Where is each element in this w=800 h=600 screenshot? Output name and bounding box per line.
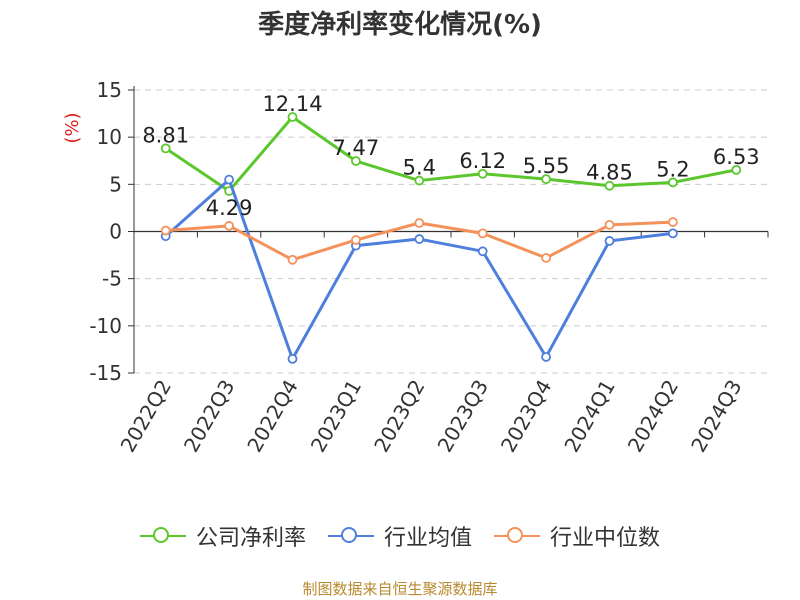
data-label: 6.12	[459, 149, 506, 173]
data-label: 5.4	[403, 156, 436, 180]
x-tick-label: 2022Q4	[242, 376, 302, 457]
legend-item-industry-median[interactable]: 行业中位数	[494, 520, 660, 552]
data-point-1	[287, 353, 298, 364]
y-tick-label: 0	[109, 220, 122, 244]
data-point-2	[541, 253, 551, 263]
data-labels: 8.81 4.29 12.14 7.47 5.4 6.12 5.55 4.85 5.2 6.53	[142, 92, 759, 220]
legend-label-industry-median: 行业中位数	[550, 526, 661, 551]
legend-item-company[interactable]: 公司净利率	[139, 520, 306, 552]
legend-item-industry-mean[interactable]: 行业均值	[327, 520, 472, 552]
x-tick-label: 2024Q2	[623, 376, 683, 457]
legend-marker-company	[139, 525, 186, 547]
data-label: 4.85	[586, 161, 633, 185]
data-point-0	[477, 168, 488, 179]
data-point-0	[604, 180, 615, 191]
chart-title: 季度净利率变化情况(%)	[258, 10, 542, 40]
data-point-0	[287, 112, 298, 122]
data-label: 5.2	[656, 157, 689, 181]
data-point-1	[477, 246, 488, 257]
data-point-1	[604, 236, 615, 246]
y-tick-label: -15	[89, 361, 122, 385]
data-point-1	[668, 228, 678, 239]
x-tick-label: 2023Q2	[369, 376, 429, 457]
y-tick-label: -5	[102, 267, 122, 291]
x-tick-label: 2024Q3	[686, 376, 746, 457]
data-point-0	[160, 143, 171, 154]
data-point-1	[224, 174, 235, 185]
data-point-1	[541, 352, 551, 362]
data-point-0	[541, 174, 551, 185]
data-label: 6.53	[713, 145, 760, 169]
data-label: 12.14	[262, 92, 322, 116]
y-axis-label: (%)	[62, 112, 83, 143]
x-tick-label: 2023Q1	[306, 376, 366, 457]
y-tick-label: -10	[89, 314, 122, 338]
legend: 公司净利率 行业均值 行业中位数	[0, 520, 800, 552]
data-label: 7.47	[333, 136, 380, 160]
data-label: 8.81	[142, 123, 189, 147]
legend-marker-industry-mean	[327, 525, 374, 547]
data-point-2	[604, 219, 615, 230]
x-tick-label: 2023Q4	[496, 376, 556, 457]
legend-marker-industry-median	[494, 525, 540, 547]
y-tick-label: 15	[97, 78, 122, 102]
data-source-note: 制图数据来自恒生聚源数据库	[302, 580, 498, 598]
data-point-0	[350, 156, 361, 166]
y-tick-label: 5	[109, 172, 122, 196]
data-point-2	[414, 218, 425, 228]
x-tick-label: 2023Q3	[433, 376, 493, 457]
series-line-0	[164, 115, 737, 193]
data-point-2	[668, 217, 678, 227]
data-point-0	[731, 165, 742, 175]
x-tick-label: 2022Q2	[116, 376, 176, 457]
legend-label-industry-mean: 行业均值	[383, 526, 472, 551]
legend-label-company: 公司净利率	[195, 526, 306, 551]
x-tick-label: 2022Q3	[179, 376, 239, 457]
data-label: 5.55	[523, 154, 570, 178]
data-point-2	[224, 220, 235, 231]
data-point-2	[160, 225, 171, 236]
data-point-2	[287, 254, 298, 265]
data-point-2	[350, 235, 361, 245]
y-tick-label: 10	[97, 125, 122, 149]
data-label: 4.29	[206, 196, 253, 220]
series-lines	[160, 112, 742, 364]
x-tick-label: 2024Q1	[559, 376, 619, 457]
data-point-0	[668, 177, 678, 188]
data-point-1	[414, 234, 425, 244]
data-point-0	[414, 175, 425, 186]
data-point-2	[477, 228, 488, 239]
